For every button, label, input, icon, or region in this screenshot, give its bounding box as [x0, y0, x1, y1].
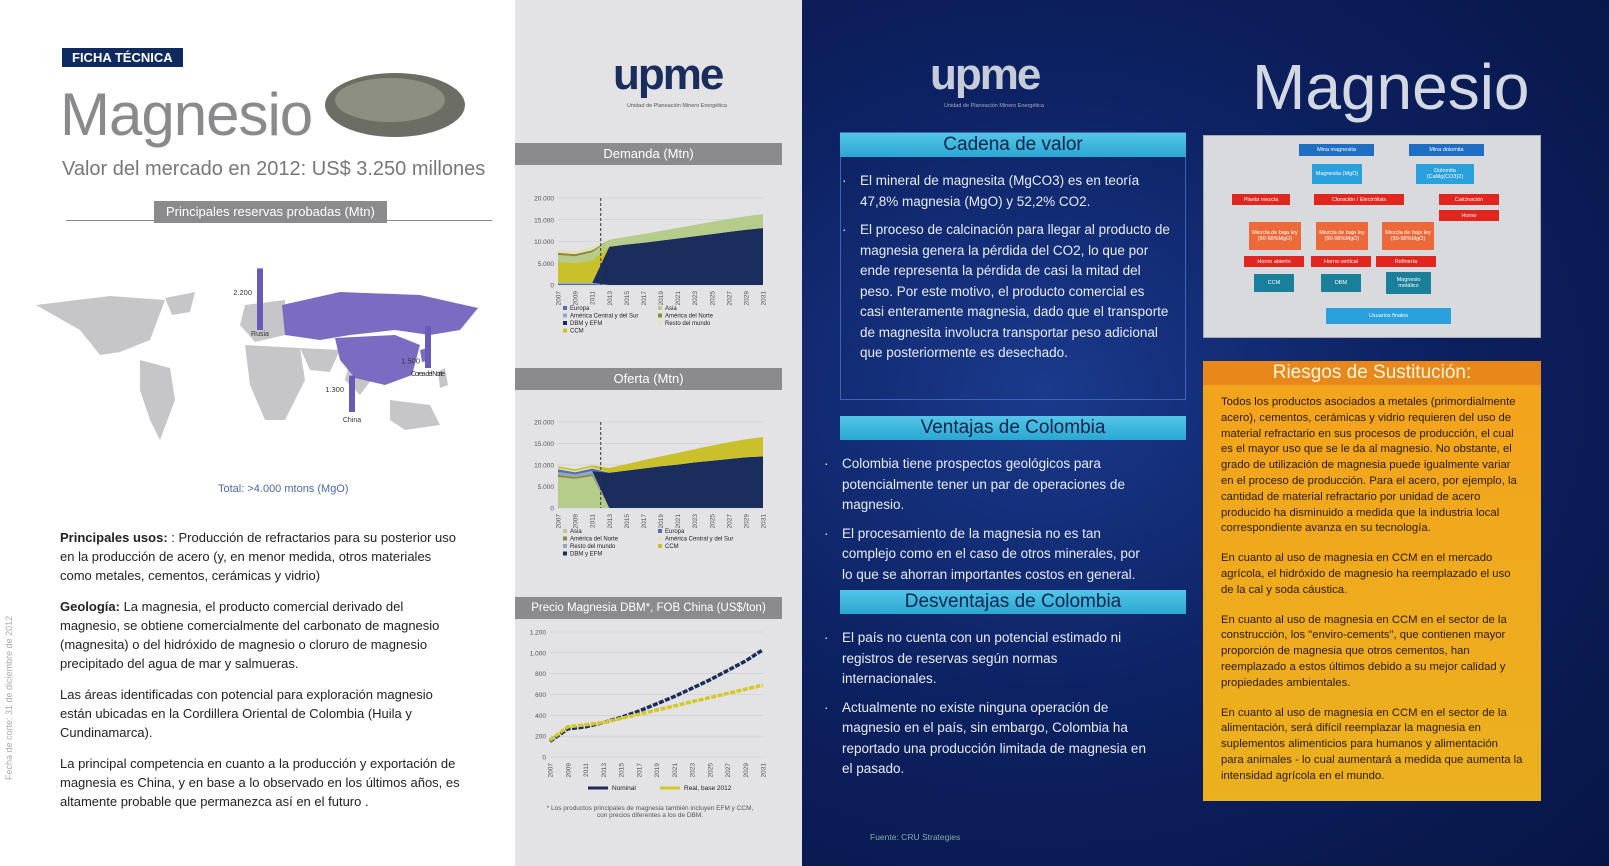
flow-node: Horno abierto: [1244, 256, 1304, 267]
risk-paragraph: En cuanto al uso de magnesia en CCM en e…: [1221, 552, 1511, 596]
text: La magnesia, el producto comercial deriv…: [60, 599, 440, 671]
flow-node: Calcinación: [1439, 194, 1499, 205]
flow-node: Mezcla de baja ley (90-98%MgO): [1382, 222, 1434, 250]
left-panel: FICHA TÉCNICA Magnesio Valor del mercado…: [0, 0, 515, 866]
flow-node: DBM: [1321, 274, 1361, 292]
flow-node: Cloración / Electrólisis: [1314, 194, 1404, 205]
logo: upme: [930, 50, 1041, 99]
badge: FICHA TÉCNICA: [62, 48, 183, 67]
lead: Geología:: [60, 599, 120, 614]
flow-node: Mina magnesita: [1299, 144, 1374, 156]
map-total: Total: >4.000 mtons (MgO): [218, 483, 349, 495]
flow-diagram: Mina magnesita Mina dolomita Magnesita (Mg…: [1203, 135, 1541, 338]
paragraph: Geología: La magnesia, el producto comer…: [60, 597, 465, 673]
paragraph: Las áreas identificadas con potencial pa…: [60, 685, 465, 742]
bullet: El procesamiento de la magnesia no es ta…: [822, 524, 1152, 586]
flow-node: Horno vertical: [1311, 256, 1371, 267]
flow-node: Mina dolomita: [1409, 144, 1484, 156]
source: Fuente: CRU Strategies: [870, 832, 961, 842]
section-heading: Cadena de valor: [840, 133, 1186, 157]
paragraph: La principal competencia en cuanto a la …: [60, 754, 465, 811]
text: : Producción de refractarios para su pos…: [60, 530, 456, 583]
section-body: El mineral de magnesita (MgCO3) es en te…: [840, 171, 1170, 372]
flow-node: Magnesio metálico: [1386, 272, 1431, 294]
section-body: Colombia tiene prospectos geológicos par…: [822, 454, 1152, 593]
section-heading: Ventajas de Colombia: [840, 416, 1186, 440]
risk-text: Todos los productos asociados a metales …: [1203, 385, 1541, 809]
chart-header: Oferta (Mtn): [515, 368, 782, 390]
paragraph: Principales usos: : Producción de refrac…: [60, 528, 465, 585]
flow-node: Mezcla de baja ley (90-98%MgO): [1249, 222, 1301, 250]
logo-sub: Unidad de Planeación Minero Energética: [627, 103, 727, 109]
subtitle: Valor del mercado en 2012: US$ 3.250 mil…: [62, 158, 486, 180]
risk-paragraph: Todos los productos asociados a metales …: [1221, 396, 1517, 535]
flow-node: Refinería: [1376, 256, 1436, 267]
risk-paragraph: En cuanto al uso de magnesia en CCM en e…: [1221, 706, 1523, 782]
paragraphs: Principales usos: : Producción de refrac…: [60, 528, 465, 823]
map-title: Principales reservas probadas (Mtn): [154, 201, 387, 223]
middle-panel: upme Unidad de Planeación Minero Energét…: [515, 0, 802, 866]
flow-node: Magnesita (MgO): [1312, 164, 1362, 184]
title: Magnesio: [60, 81, 313, 148]
risk-paragraph: En cuanto al uso de magnesia en CCM en e…: [1221, 613, 1507, 689]
chart-header: Precio Magnesia DBM*, FOB China (US$/ton…: [515, 597, 782, 619]
chart-note: * Los productos principales de magnesia …: [546, 805, 754, 819]
bullet: Colombia tiene prospectos geológicos par…: [822, 454, 1152, 516]
flow-node: CCM: [1254, 274, 1294, 292]
bullet: El mineral de magnesita (MgCO3) es en te…: [840, 171, 1170, 212]
section-body: El país no cuenta con un potencial estim…: [822, 628, 1152, 788]
flow-node: Usuarios finales: [1326, 308, 1451, 324]
risk-heading: Riesgos de Sustitución:: [1203, 361, 1541, 385]
chart-header: Demanda (Mtn): [515, 143, 782, 165]
flow-node: Dolomita (CaMg(CO3)2): [1416, 164, 1474, 184]
title: Magnesio: [1252, 51, 1530, 123]
lead: Principales usos:: [60, 530, 168, 545]
bullet: El proceso de calcinación para llegar al…: [840, 220, 1170, 364]
risk-box: Riesgos de Sustitución: Todos los produc…: [1203, 361, 1541, 801]
logo-sub: Unidad de Planeación Minero Energética: [944, 103, 1044, 109]
right-panel: upme Unidad de Planeación Minero Energét…: [802, 0, 1609, 866]
date-note: Fecha de corte: 31 de diciembre de 2012: [4, 615, 14, 780]
bullet: Actualmente no existe ninguna operación …: [822, 698, 1152, 780]
bullet: El país no cuenta con un potencial estim…: [822, 628, 1152, 690]
text: La principal competencia en cuanto a la …: [60, 756, 460, 809]
section-heading: Desventajas de Colombia: [840, 590, 1186, 614]
flow-node: Horno: [1439, 210, 1499, 221]
flow-node: Planta mezcla: [1232, 194, 1290, 205]
flow-node: Mezcla de baja ley (90-98%MgO): [1316, 222, 1368, 250]
text: Las áreas identificadas con potencial pa…: [60, 687, 433, 740]
logo: upme: [613, 50, 724, 99]
